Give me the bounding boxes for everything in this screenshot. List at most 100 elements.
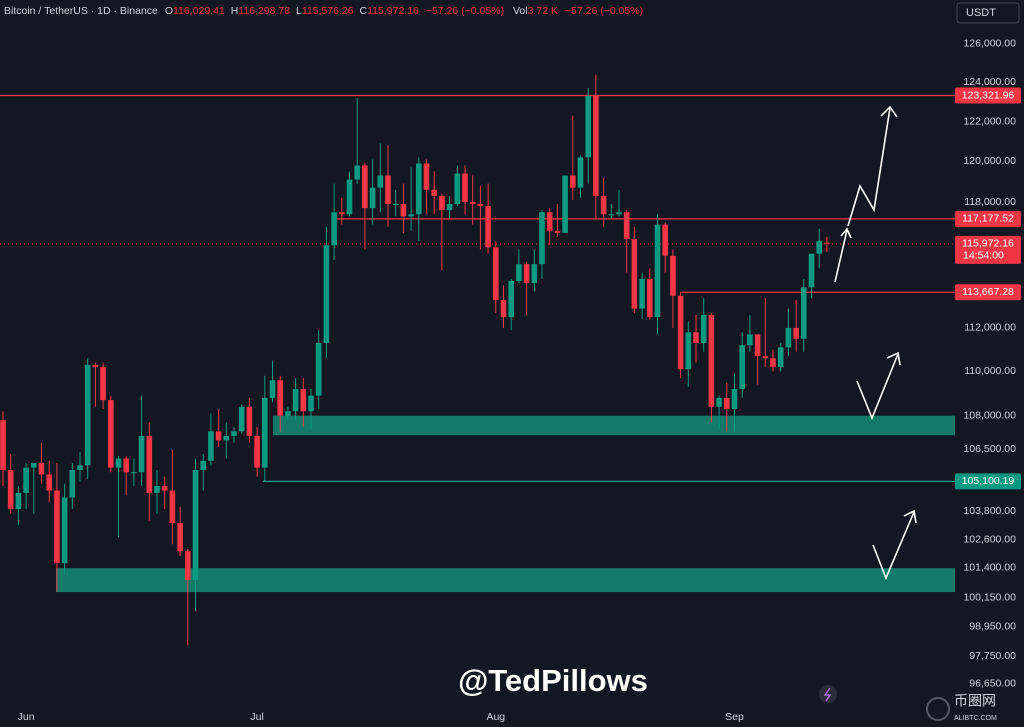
candle-body: [516, 264, 522, 281]
price-label: 117,177.52: [962, 213, 1014, 225]
y-tick-label: 122,000.00: [963, 115, 1016, 127]
watermark: @TedPillows: [458, 663, 648, 698]
candle-body: [339, 212, 345, 215]
field-key: H: [231, 5, 239, 17]
price-label-bg: [955, 210, 1021, 227]
candle-body: [608, 214, 615, 216]
symbol: Bitcoin / TetherUS · 1D · Binance: [4, 5, 158, 17]
volume-key: Vol: [513, 5, 528, 17]
candle-body: [154, 485, 160, 493]
volume: 3.72 K: [528, 5, 558, 17]
candle-body: [269, 380, 276, 398]
candle-body: [223, 435, 230, 441]
arrow-head: [880, 105, 898, 118]
candle-body: [308, 395, 314, 412]
arrow: [872, 511, 915, 581]
candle-body: [46, 474, 52, 491]
candle-body: [593, 95, 599, 196]
y-tick-label: 110,000.00: [964, 365, 1016, 377]
arrow: [856, 353, 899, 421]
candle-body: [69, 469, 76, 498]
y-tick-label: 97,750.00: [969, 650, 1016, 662]
candle-body: [777, 347, 784, 368]
candle-body: [570, 175, 576, 188]
candle-body: [446, 204, 453, 211]
candle-body: [824, 242, 830, 244]
x-tick-label: Sep: [725, 711, 744, 723]
candle-body: [138, 435, 145, 473]
candle-body: [585, 95, 591, 158]
candle-body: [793, 327, 799, 339]
candle-body: [38, 463, 45, 475]
candle-body: [654, 224, 661, 318]
arrow: [847, 107, 891, 227]
field-key: C: [360, 5, 368, 17]
y-tick-label: 106,500.00: [963, 443, 1016, 455]
candle-body: [616, 212, 622, 215]
price-label: 105,100.19: [962, 475, 1015, 487]
candle-body: [23, 467, 29, 493]
price-label-bg: [955, 235, 1021, 264]
candle-body: [439, 195, 445, 211]
candle-body: [292, 389, 299, 412]
price-label: 113,667.28: [962, 286, 1014, 298]
candle-body: [177, 523, 183, 552]
y-tick-label: 112,000.00: [964, 322, 1016, 334]
candle-body: [392, 204, 399, 206]
candle-body: [523, 264, 530, 284]
arrow-head: [886, 351, 901, 366]
support-zone: [56, 568, 955, 593]
candle-body: [808, 253, 815, 288]
logo-mark: [926, 697, 950, 721]
price-label: 115,972.16: [962, 238, 1014, 250]
candle-body: [108, 400, 114, 468]
candle-body: [408, 214, 414, 217]
candle-body: [469, 201, 476, 205]
candle-body: [169, 490, 176, 524]
price-label-bg: [955, 473, 1021, 490]
y-tick-label: 98,950.00: [969, 621, 1016, 633]
field-key: L: [296, 5, 302, 17]
candle-body: [731, 389, 738, 410]
candle-body: [84, 364, 91, 466]
candle-body: [485, 206, 491, 248]
candle-body: [685, 332, 692, 370]
header: Bitcoin / TetherUS · 1D · Binance O116,0…: [4, 5, 643, 17]
candle-body: [300, 389, 307, 412]
candle-body: [185, 551, 191, 580]
candle-body: [662, 224, 668, 256]
logo-site: ALIBTC.COM: [954, 715, 997, 722]
currency[interactable]: USDT: [966, 7, 996, 19]
y-tick-label: 120,000.00: [963, 155, 1016, 167]
candle-body: [631, 239, 638, 309]
candle-body: [508, 280, 514, 318]
y-tick-label: 101,400.00: [963, 562, 1016, 574]
candle-body: [531, 264, 538, 284]
candle-body: [54, 490, 60, 564]
candle-body: [762, 356, 769, 359]
candle-body: [123, 458, 129, 473]
candle-body: [7, 469, 14, 510]
alert-icon[interactable]: [819, 685, 837, 703]
arrow: [834, 229, 848, 283]
candle-body: [115, 458, 122, 468]
change: −57.26 (−0.05%): [426, 5, 504, 17]
currency-button[interactable]: [956, 2, 1020, 24]
candle-body: [801, 287, 807, 339]
candle-body: [493, 247, 499, 301]
field-value: 116,298.78: [238, 5, 290, 17]
candle-body: [639, 278, 645, 309]
candle-body: [323, 245, 330, 344]
field-value: 115,972.16: [367, 5, 419, 17]
candle-body: [238, 406, 245, 432]
candle-body: [647, 278, 653, 318]
candle-body: [500, 300, 507, 318]
candle-body: [369, 187, 376, 209]
arrow-head: [903, 509, 917, 524]
y-tick-label: 118,000.00: [964, 196, 1016, 208]
candle-body: [416, 163, 422, 215]
candle-body: [146, 435, 153, 493]
candle-body: [546, 212, 553, 231]
